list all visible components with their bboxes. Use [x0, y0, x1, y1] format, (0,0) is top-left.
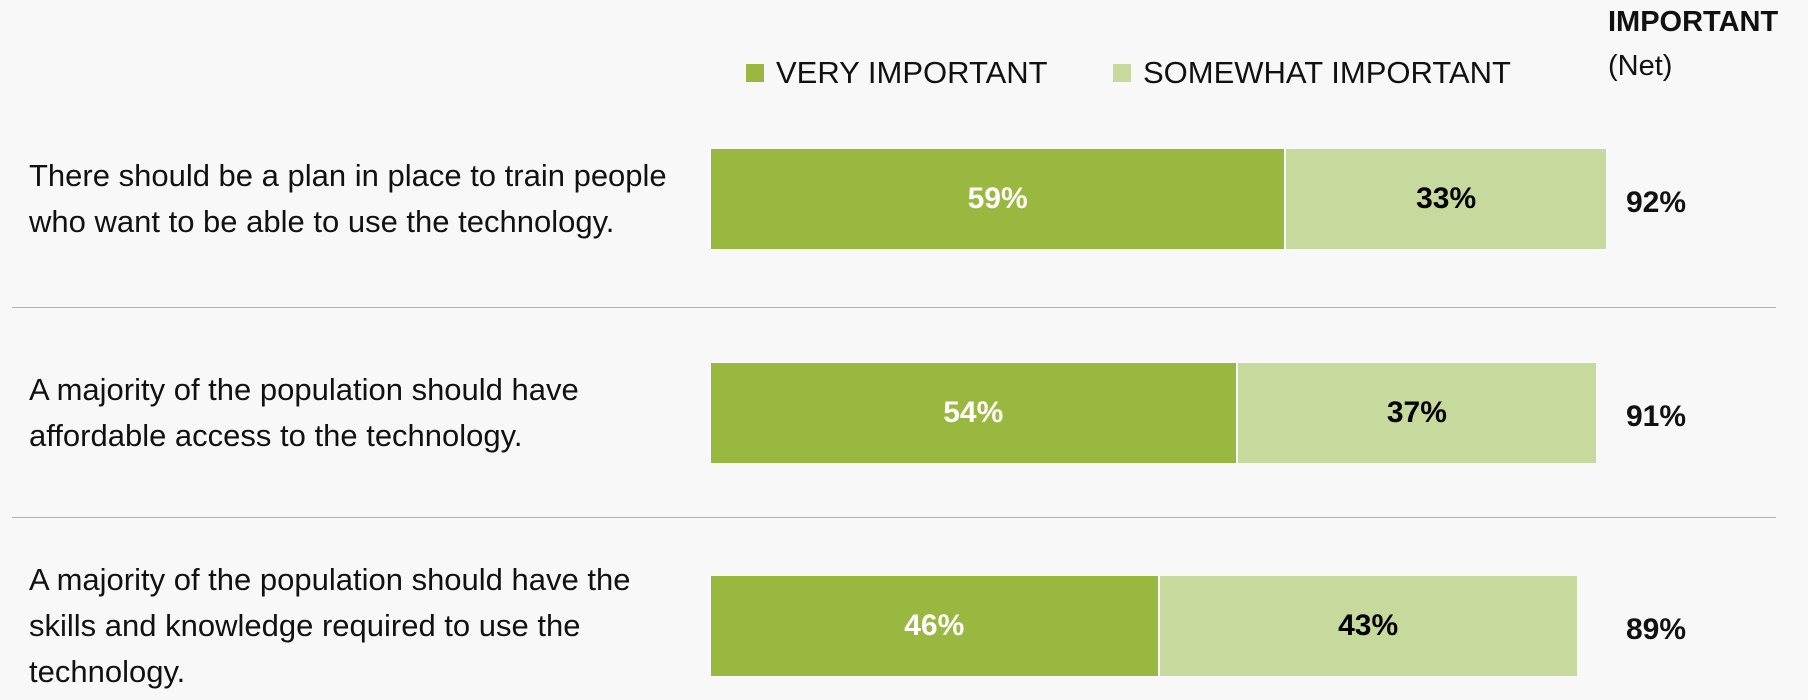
row-separator: [12, 307, 1776, 308]
value-label: 59%: [967, 182, 1028, 215]
net-value: 91%: [1626, 400, 1687, 433]
row-separator: [12, 517, 1776, 518]
legend-label: VERY IMPORTANT: [776, 55, 1048, 90]
bar: 54%: [711, 363, 1238, 463]
value-label: 43%: [1338, 609, 1399, 642]
legend-swatch: [1113, 64, 1131, 82]
bar: 37%: [1237, 363, 1599, 463]
value-label: 37%: [1386, 396, 1447, 429]
net-value: 92%: [1626, 186, 1687, 219]
net-value: 89%: [1626, 613, 1687, 646]
legend-label: SOMEWHAT IMPORTANT: [1143, 55, 1511, 90]
category-label: There should be a plan in place to train…: [29, 158, 667, 239]
legend-swatch: [746, 64, 764, 82]
value-label: 54%: [943, 396, 1004, 429]
net-subtitle: (Net): [1608, 50, 1673, 82]
category-label: A majority of the population should have…: [29, 372, 579, 453]
bar: 46%: [711, 576, 1160, 676]
value-label: 46%: [904, 609, 965, 642]
value-label: 33%: [1416, 182, 1477, 215]
bar: 33%: [1286, 149, 1608, 249]
category-label: A majority of the population should have…: [29, 562, 631, 689]
bar: 59%: [711, 149, 1287, 249]
bar: 43%: [1159, 576, 1579, 676]
net-title: IMPORTANT: [1608, 6, 1779, 38]
